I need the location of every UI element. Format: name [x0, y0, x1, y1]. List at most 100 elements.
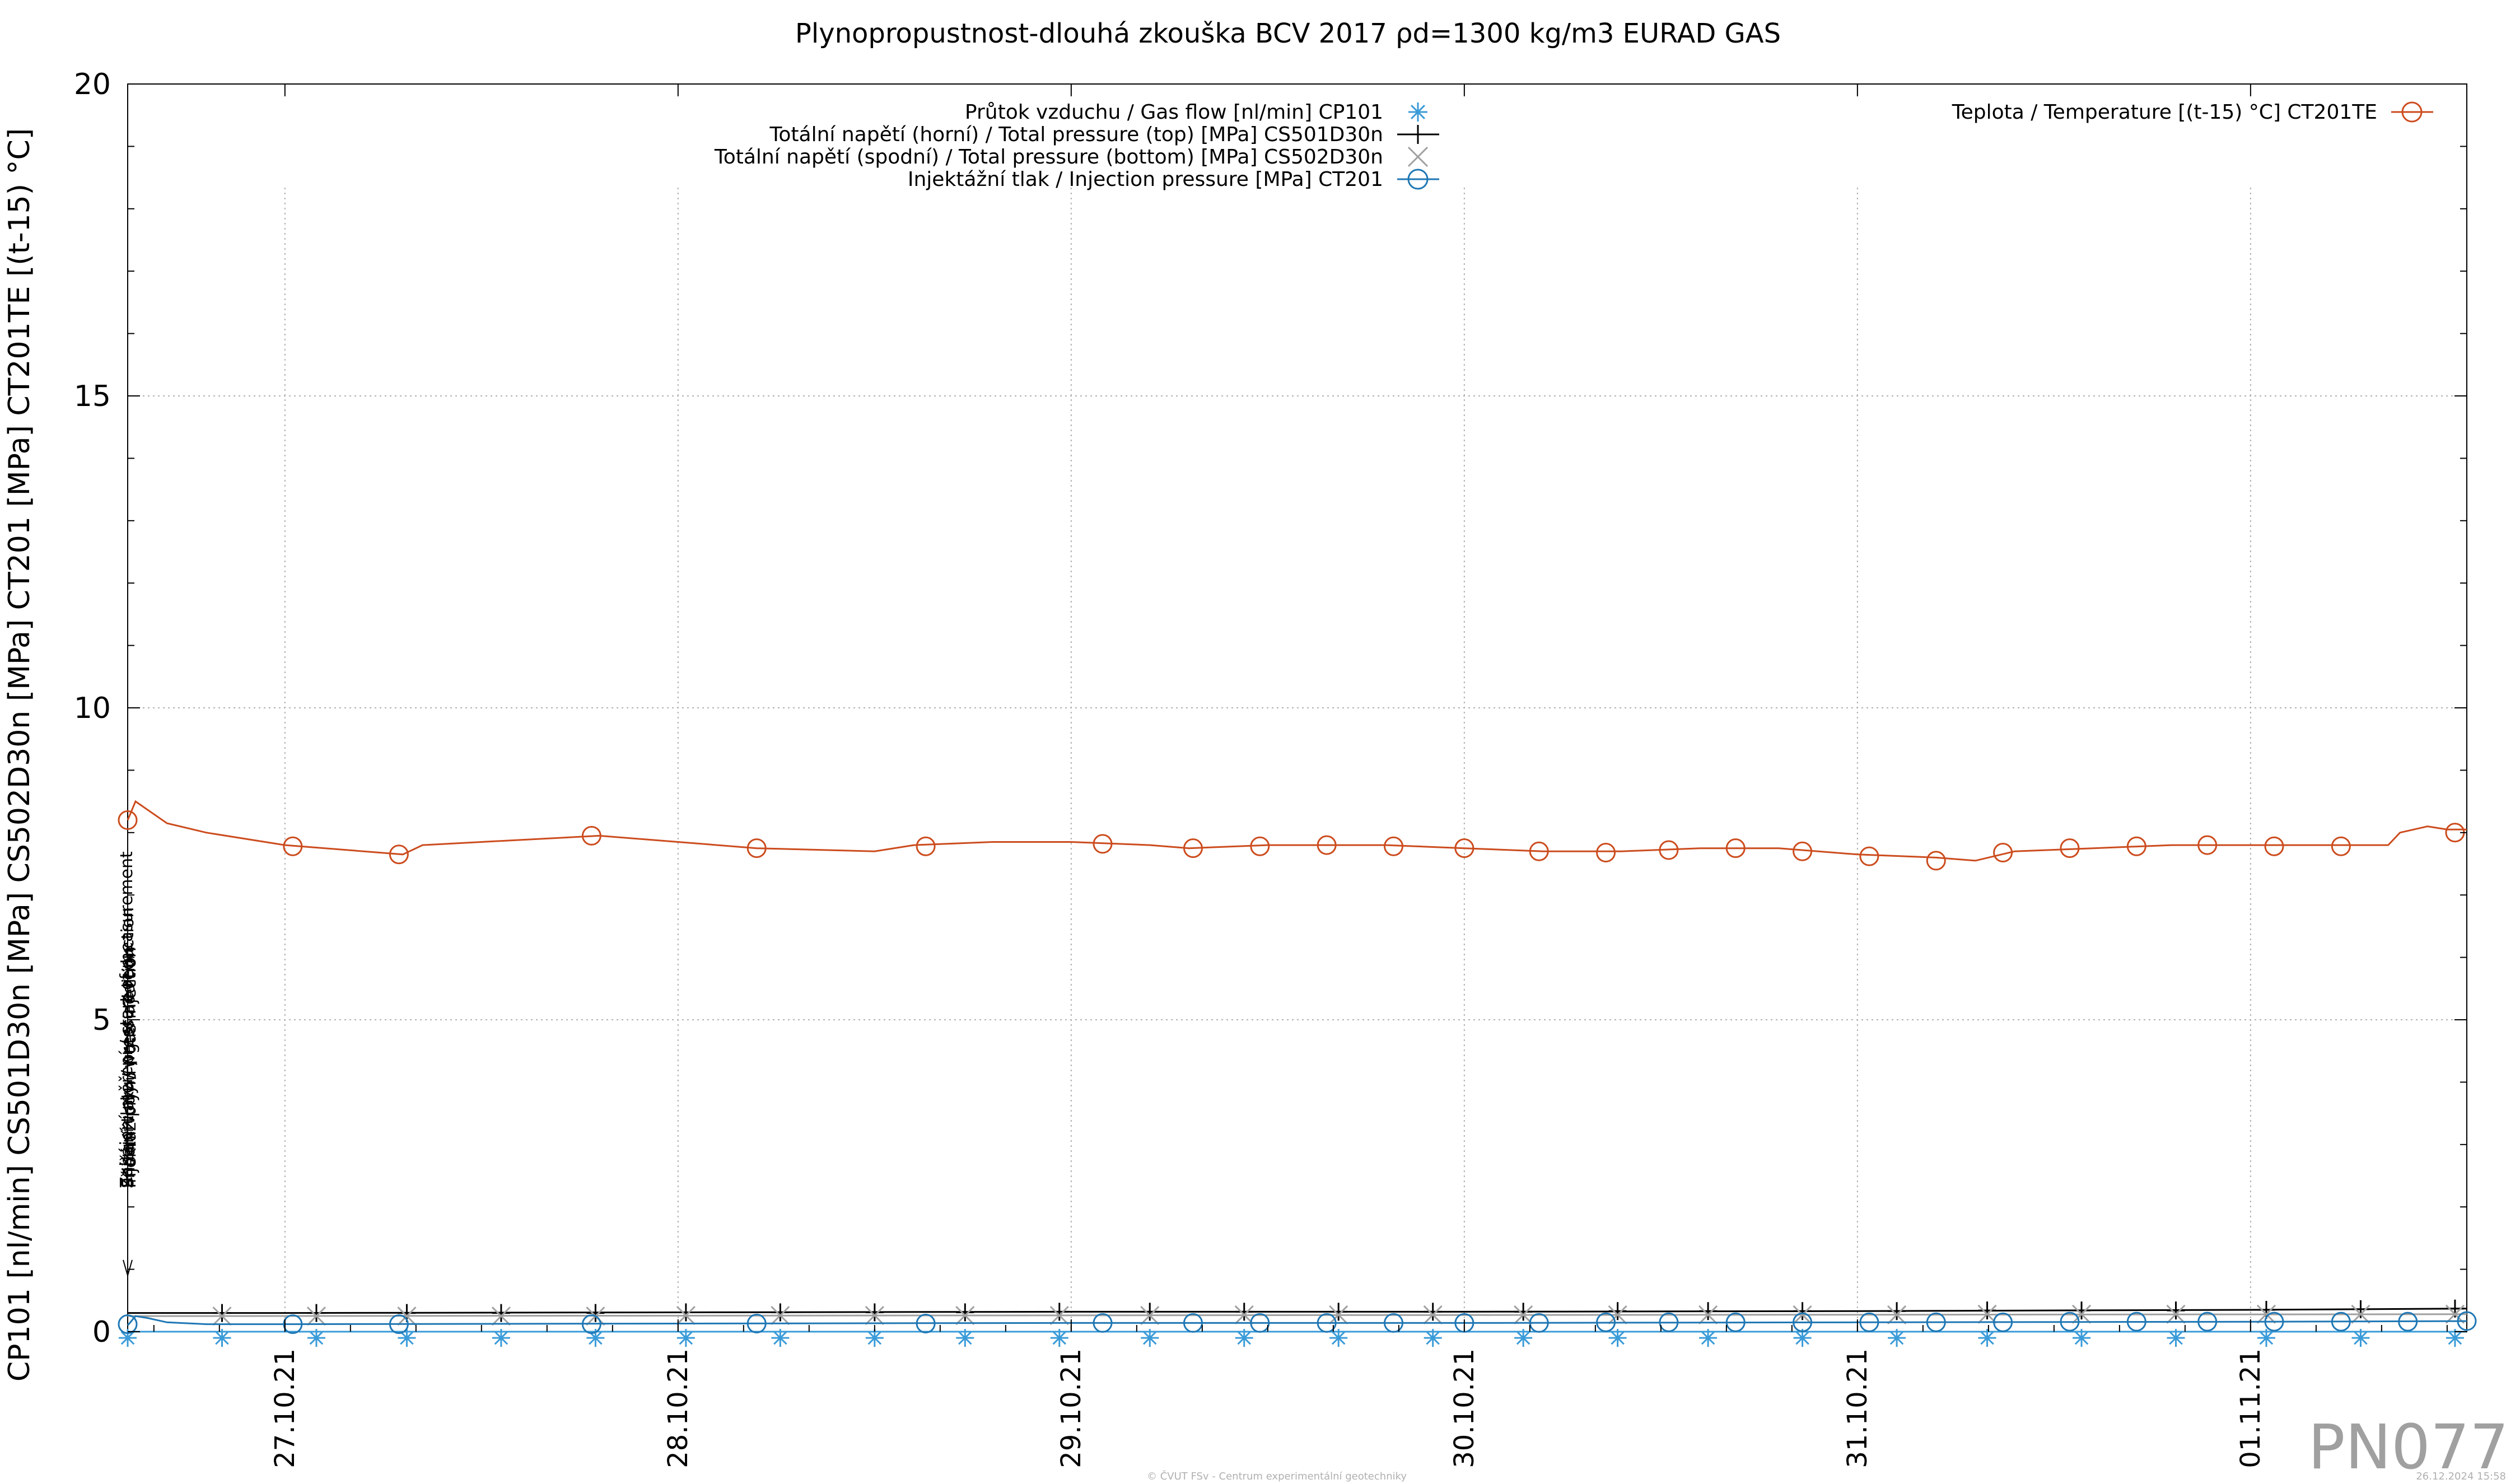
marker-cross [1887, 1305, 1907, 1324]
marker-asterisk-shape [676, 1329, 695, 1347]
marker-plus [2257, 1301, 2275, 1319]
marker-circle [2398, 1312, 2418, 1332]
marker-circle [1383, 1313, 1403, 1333]
marker-plus-shape [1424, 1303, 1442, 1321]
marker-circle-shape [118, 1314, 138, 1334]
marker-asterisk [1235, 1329, 1253, 1347]
marker-asterisk-shape [1408, 102, 1427, 122]
marker-circle-shape [581, 825, 601, 846]
marker-plus [1699, 1302, 1718, 1320]
marker-circle-shape [581, 1314, 601, 1334]
marker-asterisk [1141, 1329, 1159, 1347]
marker-circle [2264, 1312, 2284, 1332]
marker-circle [1454, 838, 1474, 858]
grid-lines [128, 188, 2467, 1332]
marker-asterisk-shape [1699, 1329, 1718, 1347]
marker-circle-shape [283, 1314, 303, 1334]
marker-asterisk [2446, 1329, 2464, 1347]
marker-circle-shape [2264, 836, 2284, 856]
marker-asterisk-shape [586, 1329, 605, 1347]
marker-cross-shape [2445, 1304, 2465, 1324]
marker-cross-shape [1793, 1305, 1812, 1324]
marker-circle-shape [1250, 836, 1270, 856]
legend-entry-label: Průtok vzduchu / Gas flow [nl/min] CP101 [965, 101, 1383, 124]
marker-circle [2060, 1312, 2080, 1332]
chart-title: Plynopropustnost-dlouhá zkouška BCV 2017… [795, 18, 1781, 49]
marker-circle-shape [2401, 101, 2423, 123]
marker-circle [1407, 169, 1429, 190]
x-tick-label: 31.10.21 [1842, 1348, 1873, 1468]
marker-plus-shape [865, 1303, 884, 1322]
marker-circle-shape [1317, 835, 1337, 855]
marker-cross [491, 1306, 511, 1326]
marker-cross [2445, 1304, 2465, 1324]
marker-cross [1698, 1305, 1718, 1324]
marker-circle [1725, 838, 1746, 858]
marker-plus-shape [2167, 1301, 2185, 1320]
marker-circle-shape [389, 844, 409, 865]
marker-circle-shape [118, 810, 138, 830]
marker-circle [283, 1314, 303, 1334]
marker-cross-shape [1423, 1305, 1443, 1324]
marker-asterisk [492, 1329, 510, 1347]
marker-cross-shape [2071, 1304, 2092, 1324]
marker-circle-shape [1859, 846, 1879, 866]
marker-plus-shape [307, 1304, 325, 1322]
marker-circle-shape [2197, 835, 2218, 855]
marker-plus [213, 1304, 231, 1322]
marker-cross [306, 1306, 326, 1326]
marker-asterisk [213, 1329, 231, 1347]
marker-circle [1250, 836, 1270, 856]
marker-circle [1926, 851, 1946, 871]
marker-circle [1793, 1312, 1813, 1332]
marker-plus [1978, 1301, 1996, 1320]
marker-plus [771, 1303, 790, 1322]
marker-circle-shape [2264, 1312, 2284, 1332]
marker-circle-shape [746, 1314, 767, 1334]
marker-cross-shape [676, 1305, 696, 1326]
marker-cross-shape [1407, 146, 1429, 167]
marker-cross-shape [1234, 1305, 1254, 1324]
marker-circle-shape [1793, 841, 1813, 861]
marker-circle-shape [1383, 836, 1403, 856]
marker-circle [389, 1314, 409, 1334]
y-axis-label: CP101 [nl/min] CS501D30n [MPa] CS502D30n… [3, 128, 36, 1382]
marker-asterisk-shape [865, 1329, 884, 1347]
series-2 [127, 1304, 2467, 1326]
marker-circle-shape [389, 1314, 409, 1334]
marker-circle [746, 1314, 767, 1334]
marker-plus [1141, 1303, 1159, 1321]
marker-asterisk [1978, 1329, 1996, 1347]
marker-cross-shape [1140, 1305, 1160, 1326]
marker-asterisk-shape [1050, 1329, 1068, 1347]
marker-asterisk-shape [2167, 1329, 2185, 1347]
marker-circle [916, 1314, 936, 1334]
marker-plus-shape [771, 1303, 790, 1322]
marker-cross [397, 1306, 417, 1326]
marker-plus [492, 1304, 510, 1322]
marker-asterisk-shape [492, 1329, 510, 1347]
series-line [127, 800, 2467, 862]
marker-circle [581, 1314, 601, 1334]
marker-circle [2197, 835, 2218, 855]
marker-cross-shape [1514, 1305, 1533, 1324]
marker-plus-shape [1793, 1302, 1812, 1320]
marker-cross-shape [955, 1305, 975, 1326]
marker-asterisk-shape [1141, 1329, 1159, 1347]
x-tick-label: 30.10.21 [1449, 1348, 1480, 1468]
marker-circle-shape [1993, 842, 2013, 862]
marker-circle-shape [283, 836, 303, 856]
marker-asterisk [2257, 1329, 2275, 1347]
annotations: Zahájení měření / start of measurementSn… [117, 851, 140, 1278]
marker-circle [389, 844, 409, 865]
marker-circle-shape [2060, 1312, 2080, 1332]
marker-cross [2166, 1304, 2186, 1324]
marker-circle-shape [1529, 1313, 1549, 1333]
marker-cross [1977, 1304, 1997, 1324]
marker-circle-shape [1250, 1313, 1270, 1333]
marker-asterisk-shape [1329, 1329, 1348, 1347]
marker-asterisk [865, 1329, 884, 1347]
marker-asterisk [586, 1329, 605, 1347]
legend-left: Průtok vzduchu / Gas flow [nl/min] CP101… [714, 101, 1439, 191]
marker-plus-shape [1050, 1303, 1068, 1321]
